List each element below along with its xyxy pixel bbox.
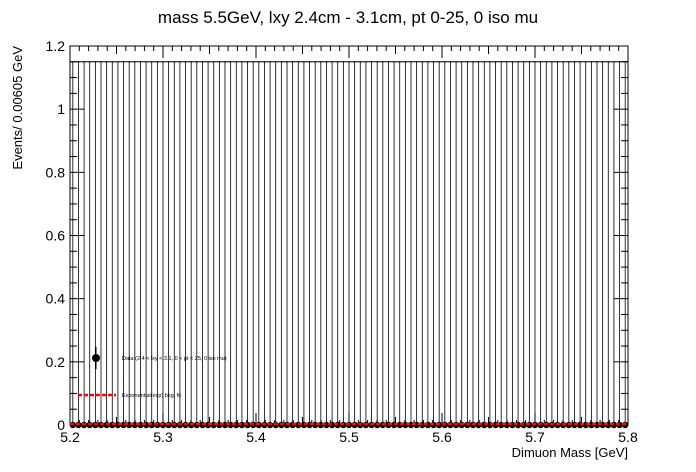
- x-axis-label: Dimuon Mass [GeV]: [512, 445, 628, 460]
- x-axis-ticks: 5.2 5.3 5.4 5.5 5.6 5.7 5.8: [60, 46, 638, 445]
- x-tick-label: 5.5: [339, 429, 359, 445]
- legend-data-marker: [92, 354, 100, 362]
- x-tick-label: 5.6: [432, 429, 452, 445]
- y-tick-label: 0: [57, 417, 65, 433]
- y-axis-label: Events/ 0.00605 GeV: [10, 46, 25, 170]
- legend: Data (2.4 < lxy < 3.1, 0 < pt < 25, 0 is…: [78, 347, 227, 399]
- error-bars: [70, 61, 628, 425]
- x-tick-label: 5.3: [153, 429, 173, 445]
- y-tick-label: 0.4: [46, 291, 66, 307]
- y-tick-label: 1.2: [46, 38, 66, 54]
- x-tick-label: 5.7: [525, 429, 545, 445]
- x-tick-label: 5.8: [618, 429, 638, 445]
- legend-data-label: Data (2.4 < lxy < 3.1, 0 < pt < 25, 0 is…: [122, 356, 227, 362]
- y-axis-ticks: 0 0.2 0.4 0.6 0.8 1 1.2: [46, 38, 628, 433]
- legend-fit-label: Exponential(exp) bkg. fit: [122, 393, 181, 399]
- x-tick-label: 5.2: [60, 429, 80, 445]
- y-tick-label: 1: [57, 101, 65, 117]
- y-tick-label: 0.2: [46, 354, 66, 370]
- y-tick-label: 0.6: [46, 228, 66, 244]
- x-tick-label: 5.4: [246, 429, 266, 445]
- chart-title: mass 5.5GeV, lxy 2.4cm - 3.1cm, pt 0-25,…: [158, 8, 538, 27]
- y-tick-label: 0.8: [46, 164, 66, 180]
